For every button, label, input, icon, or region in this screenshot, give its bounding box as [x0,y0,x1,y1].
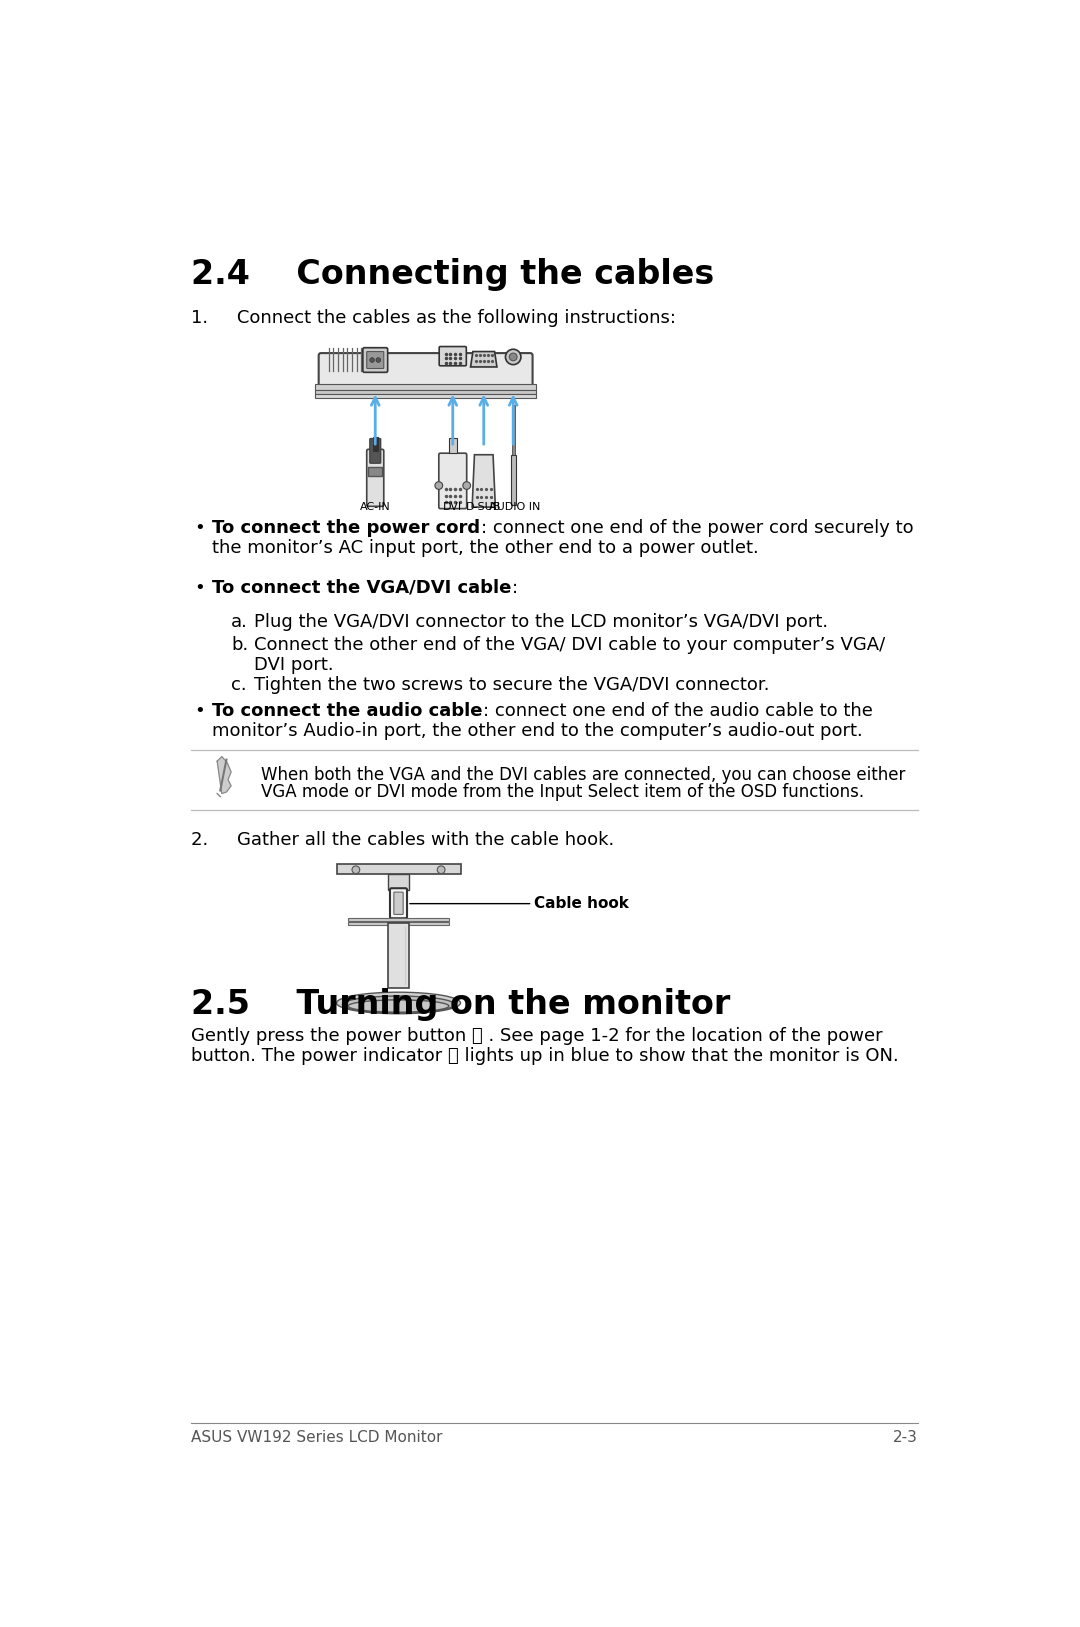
Text: 2.     Gather all the cables with the cable hook.: 2. Gather all the cables with the cable … [191,831,615,849]
Text: Gently press the power button ⏻ . See page 1-2 for the location of the power: Gently press the power button ⏻ . See pa… [191,1027,882,1045]
Text: •: • [194,701,204,719]
Bar [388,923,409,988]
Text: 2-3: 2-3 [893,1430,918,1445]
Bar [368,467,382,477]
Text: •: • [194,579,204,597]
Bar [511,454,515,504]
Polygon shape [471,351,497,368]
FancyBboxPatch shape [438,454,467,509]
Bar [373,438,378,451]
Text: 2.4    Connecting the cables: 2.4 Connecting the cables [191,259,714,291]
Ellipse shape [337,992,460,1014]
Text: D-SUB: D-SUB [467,501,501,513]
Ellipse shape [348,1001,449,1012]
Circle shape [505,350,521,364]
Text: •: • [194,519,204,537]
FancyBboxPatch shape [369,439,380,464]
Circle shape [437,866,445,874]
Text: Tighten the two screws to secure the VGA/DVI connector.: Tighten the two screws to secure the VGA… [255,675,770,693]
FancyBboxPatch shape [367,351,383,368]
Text: AC-IN: AC-IN [360,501,391,513]
Bar [348,923,449,926]
Bar [449,438,457,454]
Text: :: : [512,579,518,597]
Bar [314,394,537,397]
Text: : connect one end of the audio cable to the: : connect one end of the audio cable to … [483,701,873,719]
Text: To connect the power cord: To connect the power cord [213,519,481,537]
Text: Cable hook: Cable hook [535,896,629,911]
Circle shape [376,358,380,363]
Text: AUDIO IN: AUDIO IN [489,501,540,513]
Text: VGA mode or DVI mode from the Input Select item of the OSD functions.: VGA mode or DVI mode from the Input Sele… [260,783,864,802]
FancyBboxPatch shape [390,888,407,918]
FancyBboxPatch shape [394,892,403,914]
Text: To connect the audio cable: To connect the audio cable [213,701,483,719]
Text: monitor’s Audio-in port, the other end to the computer’s audio-out port.: monitor’s Audio-in port, the other end t… [213,722,863,740]
FancyBboxPatch shape [367,449,383,506]
Bar [388,874,409,890]
Polygon shape [217,757,231,794]
Text: When both the VGA and the DVI cables are connected, you can choose either: When both the VGA and the DVI cables are… [260,766,905,784]
Bar [512,405,515,454]
Circle shape [352,866,360,874]
Text: 1.     Connect the cables as the following instructions:: 1. Connect the cables as the following i… [191,309,676,327]
Circle shape [369,358,375,363]
Bar [348,918,449,921]
Text: b.: b. [231,636,248,654]
FancyBboxPatch shape [440,347,467,366]
Text: ASUS VW192 Series LCD Monitor: ASUS VW192 Series LCD Monitor [191,1430,443,1445]
Bar [337,864,460,874]
Text: 2.5    Turning on the monitor: 2.5 Turning on the monitor [191,988,730,1022]
FancyBboxPatch shape [363,348,388,373]
Circle shape [510,353,517,361]
Circle shape [435,482,443,490]
Text: a.: a. [231,613,248,631]
Text: Connect the other end of the VGA/ DVI cable to your computer’s VGA/: Connect the other end of the VGA/ DVI ca… [255,636,886,654]
Bar [314,384,537,390]
Polygon shape [472,454,496,508]
Text: To connect the VGA/DVI cable: To connect the VGA/DVI cable [213,579,512,597]
Text: DVI port.: DVI port. [255,656,334,674]
Bar [314,390,537,394]
Text: the monitor’s AC input port, the other end to a power outlet.: the monitor’s AC input port, the other e… [213,539,759,556]
Text: : connect one end of the power cord securely to: : connect one end of the power cord secu… [481,519,914,537]
Ellipse shape [342,996,455,1014]
Circle shape [463,482,471,490]
FancyBboxPatch shape [319,353,532,392]
Text: button. The power indicator ⏻ lights up in blue to show that the monitor is ON.: button. The power indicator ⏻ lights up … [191,1046,899,1064]
Text: c.: c. [231,675,246,693]
Text: DVI: DVI [443,501,462,513]
Text: Plug the VGA/DVI connector to the LCD monitor’s VGA/DVI port.: Plug the VGA/DVI connector to the LCD mo… [255,613,828,631]
